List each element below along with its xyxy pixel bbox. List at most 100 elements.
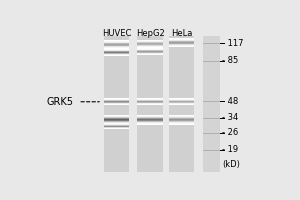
Bar [169, 98, 194, 99]
Bar [169, 39, 194, 40]
Bar [169, 103, 194, 104]
Text: - 34: - 34 [222, 113, 239, 122]
Bar [169, 99, 194, 100]
Bar [104, 104, 129, 105]
Bar [169, 120, 194, 121]
Bar [137, 36, 163, 172]
Text: - 85: - 85 [222, 56, 239, 65]
Bar [137, 104, 163, 105]
Bar [169, 118, 194, 119]
Bar [104, 45, 129, 46]
Bar [104, 36, 129, 172]
Bar [169, 46, 194, 47]
Bar [137, 54, 163, 55]
Bar [104, 41, 129, 42]
Bar [104, 54, 129, 55]
Bar [104, 115, 129, 116]
Bar [104, 98, 129, 99]
Bar [137, 117, 163, 118]
Bar [104, 124, 129, 125]
Bar [169, 124, 194, 125]
Bar [169, 41, 194, 42]
Bar [104, 119, 129, 120]
Bar [104, 117, 129, 118]
Bar [104, 51, 129, 52]
Bar [137, 45, 163, 46]
Bar [104, 123, 129, 124]
Bar [104, 50, 129, 51]
Bar [137, 102, 163, 103]
Bar [169, 104, 194, 105]
Bar [169, 115, 194, 116]
Bar [104, 101, 129, 102]
Text: HeLa: HeLa [171, 29, 192, 38]
Text: - 26: - 26 [222, 128, 239, 137]
Bar [137, 40, 163, 41]
Bar [137, 43, 163, 44]
Bar [169, 122, 194, 123]
Bar [137, 41, 163, 42]
Bar [137, 46, 163, 47]
Bar [137, 121, 163, 122]
Bar [137, 101, 163, 102]
Bar [137, 123, 163, 124]
Bar [104, 52, 129, 53]
Bar [104, 40, 129, 41]
Bar [104, 49, 129, 50]
Bar [104, 47, 129, 48]
Bar [104, 44, 129, 45]
Bar [169, 116, 194, 117]
Bar [169, 121, 194, 122]
Bar [137, 115, 163, 116]
Bar [104, 102, 129, 103]
Bar [137, 118, 163, 119]
Bar [169, 42, 194, 43]
Bar [202, 36, 220, 172]
Bar [169, 43, 194, 44]
Bar [137, 116, 163, 117]
Bar [104, 42, 129, 43]
Bar [104, 100, 129, 101]
Bar [137, 100, 163, 101]
Bar [137, 49, 163, 50]
Bar [137, 51, 163, 52]
Bar [169, 119, 194, 120]
Text: GRK5: GRK5 [47, 97, 74, 107]
Bar [104, 103, 129, 104]
Bar [104, 121, 129, 122]
Bar [104, 55, 129, 56]
Bar [104, 122, 129, 123]
Bar [137, 119, 163, 120]
Bar [104, 53, 129, 54]
Text: - 19: - 19 [222, 145, 239, 154]
Text: - 117: - 117 [222, 39, 244, 48]
Bar [137, 99, 163, 100]
Bar [137, 48, 163, 49]
Bar [169, 40, 194, 41]
Bar [169, 45, 194, 46]
Bar [137, 98, 163, 99]
Bar [137, 47, 163, 48]
Bar [169, 38, 194, 39]
Text: - 48: - 48 [222, 97, 239, 106]
Text: HUVEC: HUVEC [102, 29, 131, 38]
Bar [137, 122, 163, 123]
Bar [104, 46, 129, 47]
Text: HepG2: HepG2 [136, 29, 165, 38]
Bar [137, 120, 163, 121]
Bar [104, 118, 129, 119]
Bar [137, 52, 163, 53]
Bar [137, 124, 163, 125]
Bar [137, 50, 163, 51]
Bar [169, 102, 194, 103]
Bar [104, 99, 129, 100]
Bar [104, 43, 129, 44]
Bar [137, 103, 163, 104]
Bar [169, 36, 194, 172]
Bar [137, 42, 163, 43]
Bar [137, 53, 163, 54]
Bar [169, 123, 194, 124]
Bar [104, 48, 129, 49]
Text: (kD): (kD) [222, 160, 240, 169]
Bar [169, 101, 194, 102]
